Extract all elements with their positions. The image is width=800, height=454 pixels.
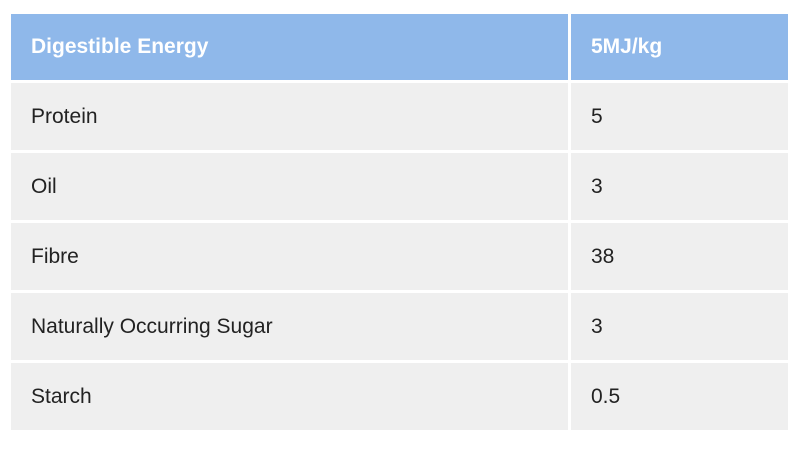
value-cell: 3 [568,150,791,223]
table-head: Digestible Energy 5MJ/kg [8,11,791,83]
energy-table: Digestible Energy 5MJ/kg Protein 5 Oil 3 Fibr… [8,11,791,433]
nutrient-cell: Oil [8,150,571,223]
nutrient-cell: Protein [8,80,571,153]
value-cell: 3 [568,290,791,363]
header-cell: 5MJ/kg [568,11,791,83]
header-cell: Digestible Energy [8,11,571,83]
nutrient-cell: Starch [8,360,571,433]
table-row: Oil 3 [8,150,791,223]
nutrient-cell: Naturally Occurring Sugar [8,290,571,363]
table-row: Fibre 38 [8,220,791,293]
value-cell: 5 [568,80,791,153]
value-cell: 38 [568,220,791,293]
table-row: Protein 5 [8,80,791,153]
table-body: Protein 5 Oil 3 Fibre 38 Naturally Occurring S… [8,80,791,433]
nutrient-cell: Fibre [8,220,571,293]
table-row: Starch 0.5 [8,360,791,433]
table-container: Digestible Energy 5MJ/kg Protein 5 Oil 3 Fibr… [8,11,791,433]
header-row: Digestible Energy 5MJ/kg [8,11,791,83]
value-cell: 0.5 [568,360,791,433]
table-row: Naturally Occurring Sugar 3 [8,290,791,363]
